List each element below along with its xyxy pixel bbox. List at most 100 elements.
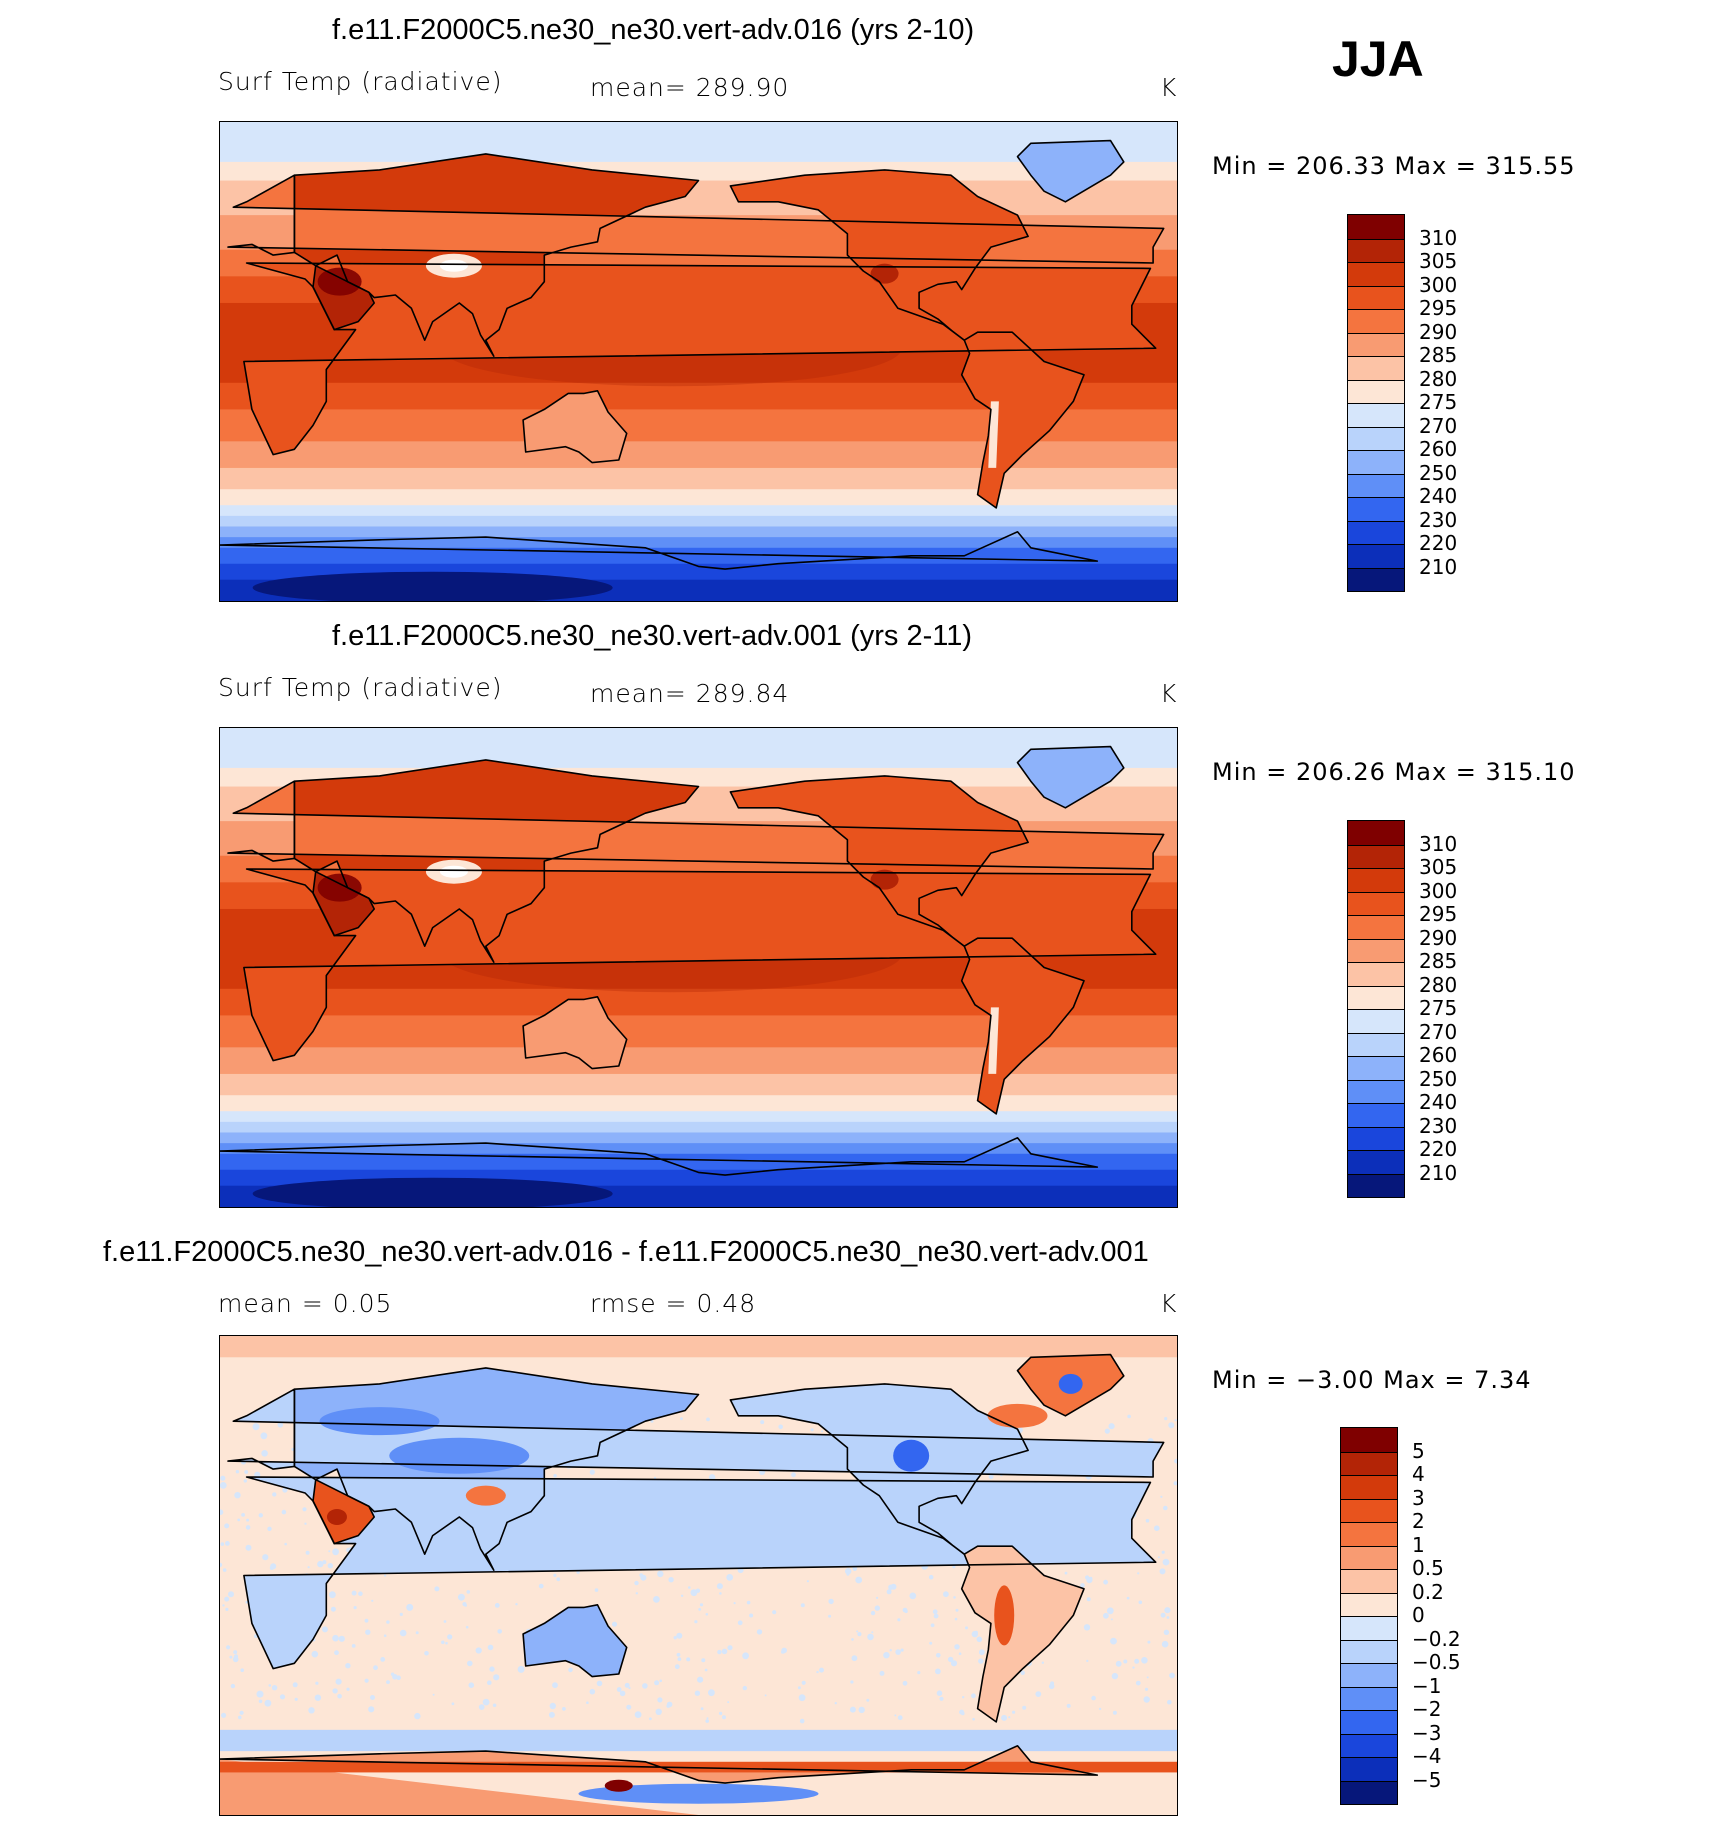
australia-coastline: [522, 995, 628, 1070]
noise-speckle: [1134, 1658, 1140, 1664]
noise-speckle: [464, 1604, 467, 1607]
colorbar-tick-label: −3: [1412, 1720, 1442, 1745]
colorbar-tick-label: 280: [1419, 366, 1458, 391]
greenland-coastline: [1016, 745, 1125, 809]
noise-speckle: [888, 1584, 894, 1590]
noise-speckle: [466, 1590, 471, 1594]
noise-speckle: [260, 1432, 268, 1440]
noise-speckle: [478, 1704, 485, 1710]
colorbar-swatch: [1348, 473, 1404, 497]
colorbar-swatch: [1348, 426, 1404, 450]
colorbar-swatch: [1348, 520, 1404, 544]
temperature-band: [220, 1073, 1177, 1096]
africa-coastline: [243, 868, 1157, 1062]
noise-speckle: [365, 1629, 371, 1635]
noise-speckle: [589, 1469, 595, 1475]
colorbar-swatch: [1348, 1079, 1404, 1103]
noise-speckle: [224, 1523, 230, 1529]
noise-speckle: [655, 1708, 662, 1715]
colorbar-swatch: [1348, 985, 1404, 1009]
noise-speckle: [556, 1577, 561, 1582]
colorbar-swatch: [1341, 1639, 1397, 1663]
colorbar-swatch: [1348, 844, 1404, 868]
samerica-coastline: [960, 937, 1085, 1115]
noise-speckle: [332, 1548, 339, 1556]
noise-speckle: [238, 1715, 242, 1720]
noise-speckle: [308, 1707, 315, 1714]
noise-speckle: [650, 1419, 654, 1423]
colorbar-swatch: [1341, 1451, 1397, 1475]
noise-speckle: [1086, 1597, 1091, 1602]
noise-speckle: [742, 1652, 749, 1660]
noise-speckle: [772, 1610, 777, 1615]
noise-speckle: [1108, 1423, 1115, 1430]
noise-speckle: [1145, 1518, 1150, 1523]
namerica-coastline: [729, 775, 1029, 947]
noise-speckle: [1035, 1691, 1042, 1697]
temperature-band: [220, 1132, 1177, 1144]
colorbar-tick-label: 250: [1419, 460, 1458, 485]
noise-speckle: [252, 1423, 260, 1431]
noise-speckle: [277, 1422, 284, 1428]
noise-speckle: [718, 1711, 723, 1716]
panel-2-units-label: K: [1160, 679, 1178, 708]
noise-speckle: [364, 1678, 369, 1683]
noise-speckle: [760, 1420, 765, 1425]
noise-speckle: [756, 1629, 763, 1635]
diff-anomaly: [326, 1508, 347, 1525]
arabia-coastline: [312, 870, 375, 937]
arabia-coastline: [312, 1478, 375, 1545]
noise-speckle: [475, 1647, 482, 1654]
noise-speckle: [676, 1652, 681, 1657]
noise-speckle: [1163, 1505, 1168, 1511]
noise-speckle: [642, 1683, 648, 1689]
noise-speckle: [1164, 1607, 1171, 1614]
colorbar-swatch: [1341, 1710, 1397, 1734]
noise-speckle: [245, 1544, 252, 1551]
noise-speckle: [947, 1656, 954, 1663]
colorbar-tick-label: 220: [1419, 531, 1458, 555]
panel-3-map: [219, 1335, 1178, 1816]
noise-speckle: [716, 1583, 723, 1590]
noise-speckle: [943, 1591, 949, 1598]
noise-speckle: [222, 1568, 227, 1572]
noise-speckle: [1110, 1618, 1113, 1621]
colorbar-swatch: [1341, 1616, 1397, 1640]
noise-speckle: [225, 1607, 229, 1611]
colorbar-tick-label: −4: [1412, 1744, 1442, 1768]
noise-speckle: [694, 1690, 701, 1696]
noise-speckle: [305, 1550, 310, 1555]
noise-speckle: [245, 1600, 248, 1604]
noise-speckle: [1141, 1657, 1148, 1664]
andes-cold-strip: [988, 401, 999, 468]
colorbar-tick-label: 305: [1419, 855, 1458, 879]
noise-speckle: [611, 1621, 618, 1627]
noise-speckle: [327, 1563, 333, 1569]
noise-speckle: [690, 1589, 698, 1597]
noise-speckle: [628, 1686, 631, 1690]
temperature-band: [220, 1111, 1177, 1123]
noise-speckle: [866, 1698, 870, 1702]
colorbar-swatch: [1341, 1522, 1397, 1546]
noise-speckle: [976, 1636, 983, 1643]
noise-speckle: [1161, 1640, 1169, 1648]
tibet-core: [439, 865, 468, 878]
temperature-band: [220, 1121, 1177, 1133]
noise-speckle: [870, 1610, 876, 1616]
noise-speckle: [406, 1603, 414, 1611]
colorbar-tick-label: 260: [1419, 1043, 1458, 1067]
noise-speckle: [1135, 1680, 1141, 1686]
colorbar-tick-label: 240: [1419, 484, 1458, 508]
colorbar-tick-label: 310: [1419, 831, 1458, 856]
noise-speckle: [1126, 1596, 1130, 1600]
panel-1-variable-label: Surf Temp (radiative): [218, 67, 503, 96]
colorbar-tick-label: 220: [1419, 1137, 1458, 1161]
diff-anomaly: [465, 1485, 506, 1506]
noise-speckle: [719, 1592, 722, 1595]
noise-speckle: [258, 1513, 263, 1518]
noise-speckle: [243, 1479, 247, 1483]
noise-speckle: [314, 1694, 322, 1701]
noise-speckle: [700, 1707, 704, 1711]
noise-speckle: [338, 1635, 345, 1642]
diff-anomaly: [389, 1437, 530, 1474]
